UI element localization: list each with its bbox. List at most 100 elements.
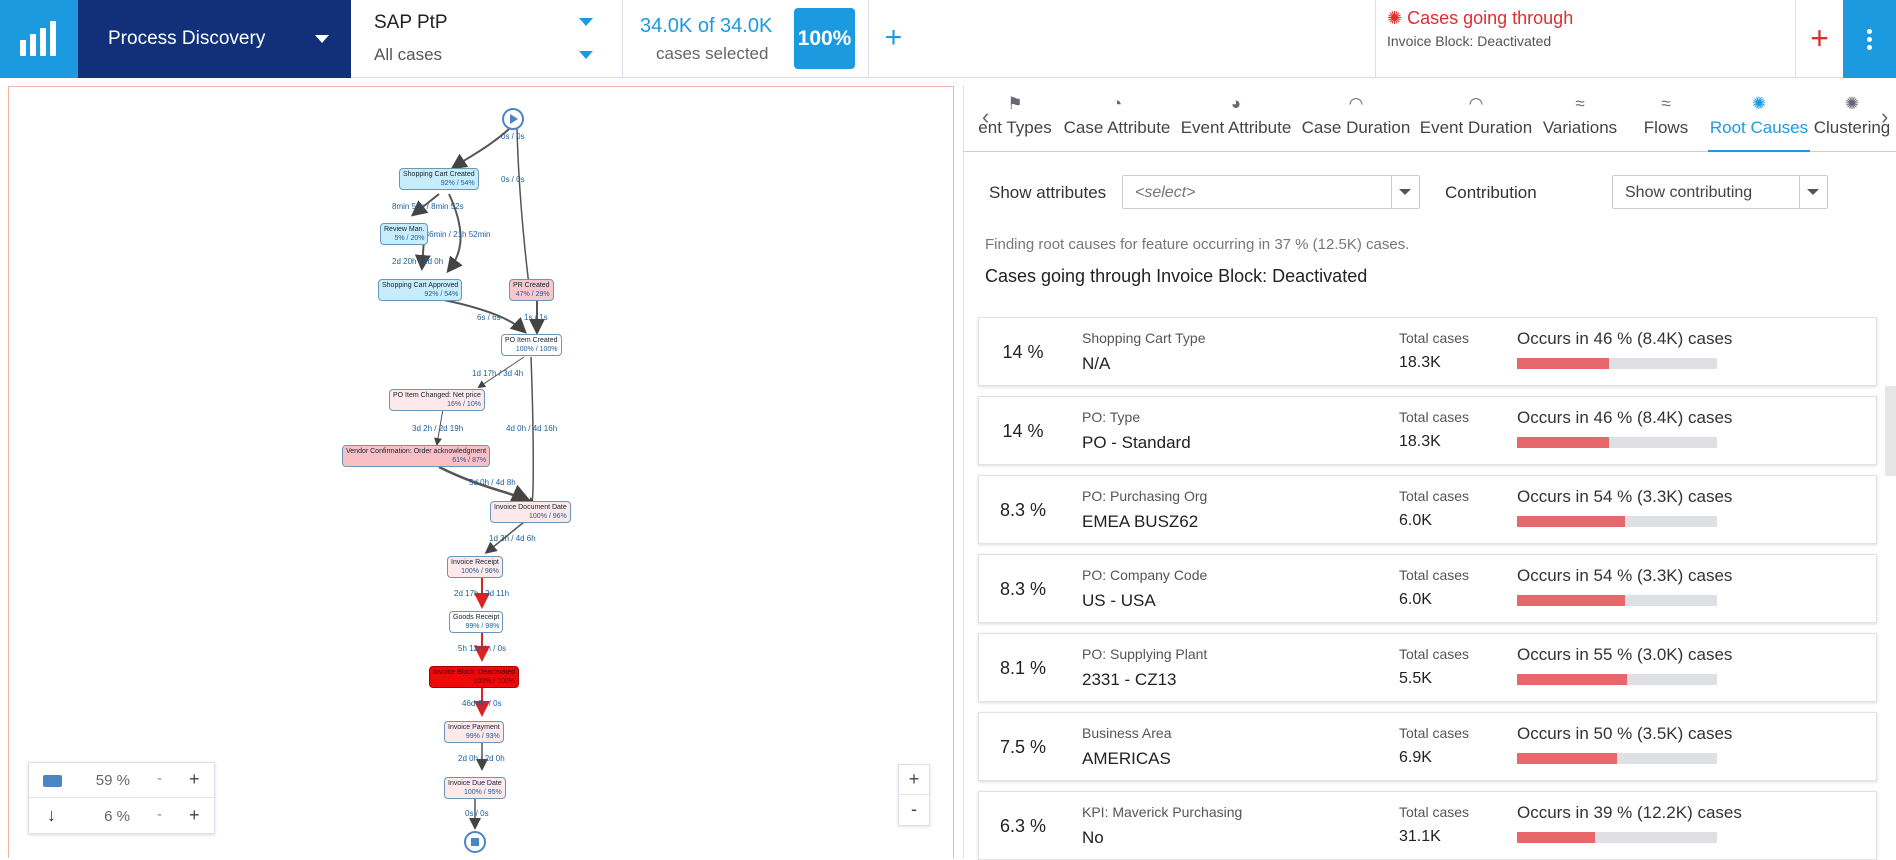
attribute-value: US - USA	[1082, 591, 1156, 610]
chevron-down-icon[interactable]	[1391, 176, 1419, 208]
add-feature-button[interactable]: +	[1795, 0, 1843, 78]
chevron-down-icon[interactable]	[579, 18, 593, 26]
activity-node[interactable]: PO Item Created 100% / 100%	[501, 334, 562, 356]
tab-event-duration[interactable]: ◠ Event Duration	[1416, 86, 1536, 152]
active-filter[interactable]: ✺ Cases going through Invoice Block: Dea…	[1375, 0, 1795, 78]
contribution-value: 6.3 %	[999, 816, 1047, 836]
activity-node[interactable]: Review Man. 5% / 20%	[380, 223, 429, 245]
root-cause-card[interactable]: 8.1 % PO: Supplying Plant 2331 - CZ13 To…	[978, 633, 1877, 702]
paths-decrease-button[interactable]: -	[157, 806, 162, 823]
occurrence-bar	[1517, 516, 1717, 527]
tab-root-causes[interactable]: ✺ Root Causes	[1708, 86, 1810, 152]
occurrence-text: Occurs in 46 % (8.4K) cases	[1517, 329, 1733, 348]
total-cases-label: Total cases	[1399, 725, 1470, 741]
analysis-tabs: ‹ ⚑ ent Types ◔ Case Attribute ◕ Event Attr…	[964, 86, 1896, 152]
activity-node[interactable]: Shopping Cart Approved 92% / 54%	[378, 279, 463, 301]
tab-variations[interactable]: ≈ Variations	[1536, 86, 1624, 152]
detail-level-control: 59 % - + ↓ 6 % - +	[28, 762, 216, 834]
results-scrollbar[interactable]	[1885, 386, 1896, 476]
zoom-out-button[interactable]: -	[911, 799, 917, 819]
edge-label: 46d 6h / 0s	[462, 699, 502, 708]
root-cause-card[interactable]: 14 % PO: Type PO - Standard Total cases …	[978, 396, 1877, 465]
chevron-down-icon	[315, 35, 329, 43]
activity-node[interactable]: Goods Receipt 99% / 98%	[449, 611, 504, 633]
chevron-left-icon[interactable]: ‹	[982, 104, 990, 129]
app-logo-icon[interactable]	[0, 0, 78, 78]
total-cases-value: 6.9K	[1399, 749, 1432, 766]
process-map[interactable]: 0s / 0s 0s / 0s 8min 50s / 8min 52s h 36…	[8, 86, 954, 858]
root-cause-card[interactable]: 8.3 % PO: Purchasing Org EMEA BUSZ62 Tot…	[978, 475, 1877, 544]
activity-node[interactable]: Invoice Due Date 100% / 95%	[444, 777, 506, 799]
tab-case-attribute[interactable]: ◔ Case Attribute	[1058, 86, 1176, 152]
activity-node[interactable]: PR Created 47% / 29%	[509, 279, 554, 301]
chevron-down-icon[interactable]	[579, 51, 593, 59]
activity-node[interactable]: Invoice Receipt 100% / 96%	[447, 556, 503, 578]
edge-label: 8min 50s / 8min 52s	[392, 202, 464, 211]
chevron-down-icon[interactable]	[1799, 176, 1827, 208]
total-cases-value: 18.3K	[1399, 433, 1441, 450]
edge-label: 3d 2h / 2d 19h	[412, 424, 464, 433]
edge-label: 2d 17h / 2d 11h	[454, 589, 510, 598]
chevron-right-icon[interactable]: ›	[1881, 104, 1889, 129]
event-types-icon: ⚑	[1007, 94, 1023, 113]
total-cases-label: Total cases	[1399, 330, 1470, 346]
clustering-icon: ✺	[1844, 94, 1860, 113]
occurrence-text: Occurs in 50 % (3.5K) cases	[1517, 724, 1733, 743]
more-menu-icon[interactable]	[1843, 0, 1896, 78]
total-cases-value: 31.1K	[1399, 828, 1441, 845]
edge-label: 0s / 0s	[501, 132, 525, 141]
tab-clustering[interactable]: ✺ Clustering	[1810, 86, 1894, 152]
feature-title: Cases going through Invoice Block: Deact…	[985, 266, 1368, 286]
zoom-control: + -	[898, 764, 930, 826]
root-cause-card[interactable]: 7.5 % Business Area AMERICAS Total cases…	[978, 712, 1877, 781]
occurrence-bar	[1517, 674, 1717, 685]
edge-label: 5d 0h / 4d 8h	[469, 478, 516, 487]
root-cause-card[interactable]: 8.3 % PO: Company Code US - USA Total ca…	[978, 554, 1877, 623]
attribute-value: AMERICAS	[1082, 749, 1171, 768]
tab-flows[interactable]: ≈ Flows	[1624, 86, 1708, 152]
occurrence-bar	[1517, 595, 1717, 606]
selection-percent-badge: 100%	[794, 8, 855, 69]
edge-label: 2d 20h / 2d 0h	[392, 257, 444, 266]
activity-node-highlighted[interactable]: Invoice Block: Deactivated 100% / 100%	[429, 666, 520, 688]
tab-case-duration[interactable]: ◠ Case Duration	[1296, 86, 1416, 152]
root-cause-card[interactable]: 6.3 % KPI: Maverick Purchasing No Total …	[978, 791, 1877, 860]
edge-label: 5h 12min / 0s	[458, 644, 507, 653]
activity-node[interactable]: PO Item Changed: Net price 16% / 10%	[389, 389, 485, 411]
contribution-value: 14 %	[1002, 421, 1044, 441]
edge-label: 6s / 6s	[477, 313, 501, 322]
attribute-value: N/A	[1082, 354, 1111, 373]
dataset-selector[interactable]: SAP PtP All cases	[351, 0, 613, 78]
contribution-select[interactable]: Show contributing	[1612, 175, 1828, 209]
show-attributes-select[interactable]: <select>	[1122, 175, 1420, 209]
activity-node[interactable]: Invoice Payment 99% / 93%	[444, 721, 504, 743]
top-bar: Process Discovery SAP PtP All cases 34.0…	[0, 0, 1896, 78]
attribute-value: EMEA BUSZ62	[1082, 512, 1199, 531]
total-cases-value: 18.3K	[1399, 354, 1441, 371]
add-filter-button[interactable]: +	[868, 0, 918, 78]
start-node-icon	[502, 108, 524, 130]
total-cases-value: 6.0K	[1399, 591, 1432, 608]
total-cases-label: Total cases	[1399, 488, 1470, 504]
edge-label: 2d 0h / 2d 0h	[458, 754, 505, 763]
app-selector[interactable]: Process Discovery	[78, 0, 351, 78]
dataset-name: SAP PtP	[374, 12, 448, 33]
activities-decrease-button[interactable]: -	[157, 770, 162, 787]
contribution-label: Contribution	[1445, 183, 1537, 202]
tab-event-types[interactable]: ⚑ ent Types	[972, 86, 1058, 152]
activities-increase-button[interactable]: +	[189, 769, 200, 789]
attribute-name: Shopping Cart Type	[1082, 330, 1206, 346]
activity-node[interactable]: Shopping Cart Created 92% / 54%	[399, 168, 479, 190]
paths-level-row: ↓ 6 % - +	[29, 799, 216, 834]
paths-increase-button[interactable]: +	[189, 805, 200, 825]
activity-node[interactable]: Vendor Confirmation: Order acknowledgmen…	[342, 445, 491, 467]
zoom-in-button[interactable]: +	[899, 765, 929, 795]
attribute-value: 2331 - CZ13	[1082, 670, 1177, 689]
edge-label: 1s / 1s	[524, 313, 548, 322]
variations-icon: ≈	[1575, 94, 1585, 113]
activity-node[interactable]: Invoice Document Date 100% / 96%	[490, 501, 571, 523]
end-node-icon	[464, 831, 486, 853]
root-cause-card[interactable]: 14 % Shopping Cart Type N/A Total cases …	[978, 317, 1877, 386]
tab-event-attribute[interactable]: ◕ Event Attribute	[1176, 86, 1296, 152]
activity-swatch-icon	[43, 775, 62, 787]
